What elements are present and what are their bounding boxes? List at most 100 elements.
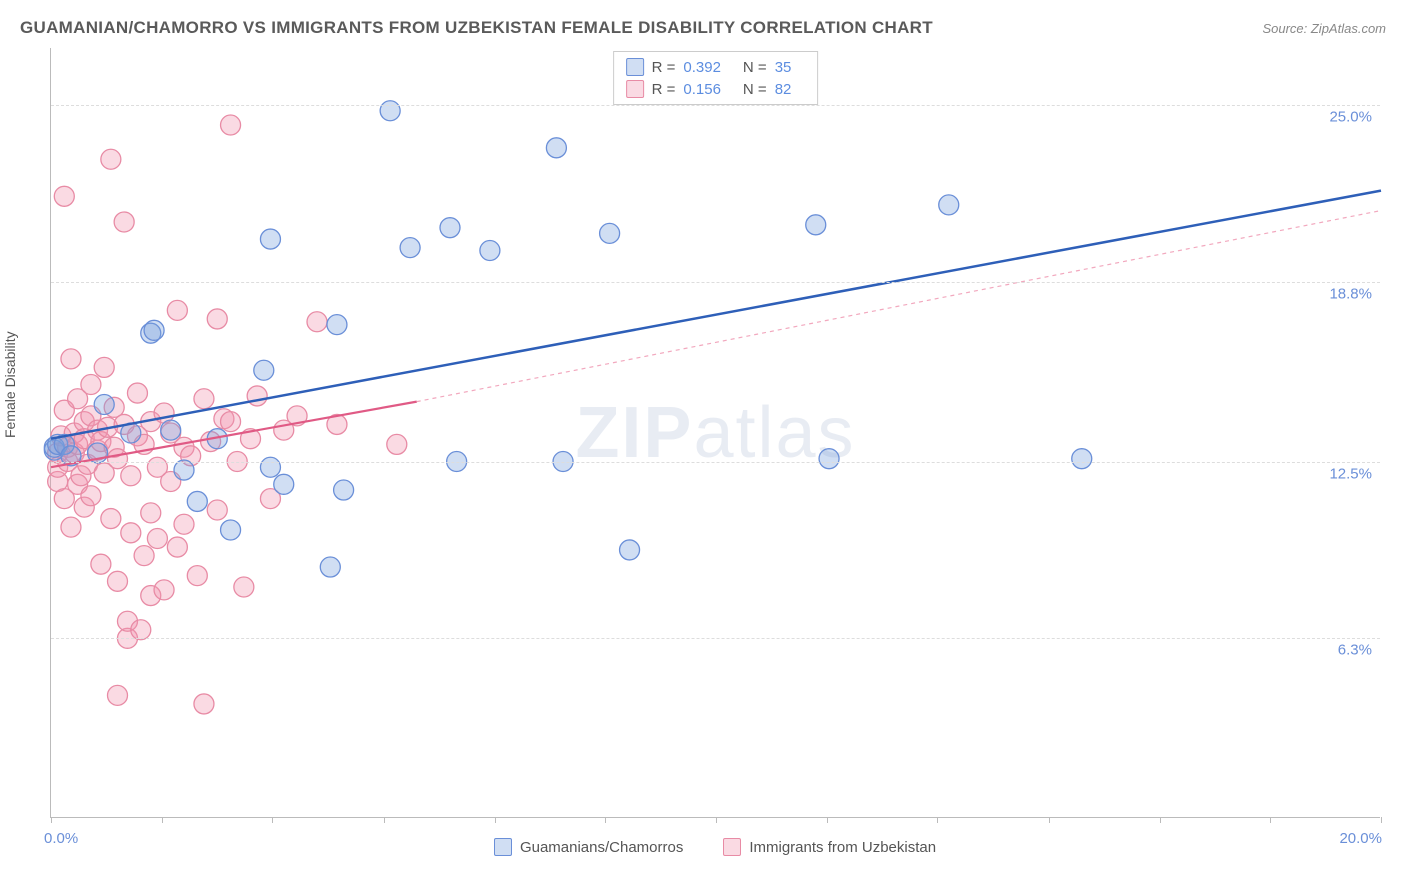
x-tick bbox=[716, 817, 717, 823]
r-label: R = bbox=[652, 59, 676, 76]
data-point bbox=[81, 486, 101, 506]
legend-stats-row-0: R = 0.392 N = 35 bbox=[626, 56, 806, 78]
data-point bbox=[620, 540, 640, 560]
data-point bbox=[167, 537, 187, 557]
data-point bbox=[234, 577, 254, 597]
n-label: N = bbox=[743, 59, 767, 76]
data-point bbox=[61, 349, 81, 369]
data-point bbox=[307, 312, 327, 332]
data-point bbox=[61, 517, 81, 537]
r-label: R = bbox=[652, 81, 676, 98]
trendline bbox=[51, 191, 1381, 439]
swatch-bottom-1 bbox=[723, 838, 741, 856]
data-point bbox=[161, 420, 181, 440]
legend-stats: R = 0.392 N = 35 R = 0.156 N = 82 bbox=[613, 51, 819, 105]
data-point bbox=[600, 223, 620, 243]
data-point bbox=[320, 557, 340, 577]
trendline bbox=[417, 211, 1381, 402]
swatch-bottom-0 bbox=[494, 838, 512, 856]
data-point bbox=[131, 620, 151, 640]
data-point bbox=[480, 240, 500, 260]
legend-bottom: Guamanians/Chamorros Immigrants from Uzb… bbox=[50, 838, 1380, 856]
x-tick bbox=[384, 817, 385, 823]
y-axis-title: Female Disability bbox=[2, 331, 18, 438]
data-point bbox=[194, 694, 214, 714]
x-tick bbox=[605, 817, 606, 823]
data-point bbox=[400, 238, 420, 258]
data-point bbox=[819, 449, 839, 469]
y-tick-label: 6.3% bbox=[1338, 642, 1372, 659]
x-tick bbox=[51, 817, 52, 823]
data-point bbox=[187, 491, 207, 511]
x-tick bbox=[1160, 817, 1161, 823]
r-value-0: 0.392 bbox=[683, 59, 721, 76]
x-tick bbox=[495, 817, 496, 823]
x-tick bbox=[1381, 817, 1382, 823]
legend-item-0: Guamanians/Chamorros bbox=[494, 838, 683, 856]
gridline bbox=[51, 282, 1380, 283]
data-point bbox=[134, 546, 154, 566]
y-tick-label: 12.5% bbox=[1329, 465, 1372, 482]
legend-item-1: Immigrants from Uzbekistan bbox=[723, 838, 936, 856]
data-point bbox=[101, 149, 121, 169]
data-point bbox=[108, 449, 128, 469]
data-point bbox=[939, 195, 959, 215]
data-point bbox=[54, 186, 74, 206]
legend-stats-row-1: R = 0.156 N = 82 bbox=[626, 78, 806, 100]
data-point bbox=[108, 571, 128, 591]
data-point bbox=[440, 218, 460, 238]
data-point bbox=[254, 360, 274, 380]
chart-header: GUAMANIAN/CHAMORRO VS IMMIGRANTS FROM UZ… bbox=[20, 18, 1386, 38]
x-tick bbox=[937, 817, 938, 823]
x-tick bbox=[1270, 817, 1271, 823]
data-point bbox=[260, 229, 280, 249]
data-point bbox=[274, 474, 294, 494]
data-point bbox=[221, 520, 241, 540]
data-point bbox=[167, 300, 187, 320]
data-point bbox=[147, 529, 167, 549]
data-point bbox=[247, 386, 267, 406]
x-tick bbox=[272, 817, 273, 823]
chart-svg bbox=[51, 48, 1380, 817]
data-point bbox=[207, 500, 227, 520]
gridline bbox=[51, 638, 1380, 639]
x-tick bbox=[1049, 817, 1050, 823]
data-point bbox=[101, 509, 121, 529]
data-point bbox=[121, 523, 141, 543]
n-value-1: 82 bbox=[775, 81, 792, 98]
data-point bbox=[174, 514, 194, 534]
data-point bbox=[387, 434, 407, 454]
data-point bbox=[221, 115, 241, 135]
data-point bbox=[91, 554, 111, 574]
data-point bbox=[94, 357, 114, 377]
data-point bbox=[154, 580, 174, 600]
data-point bbox=[194, 389, 214, 409]
swatch-series-0 bbox=[626, 58, 644, 76]
data-point bbox=[260, 457, 280, 477]
data-point bbox=[144, 320, 164, 340]
r-value-1: 0.156 bbox=[683, 81, 721, 98]
data-point bbox=[187, 566, 207, 586]
source-label: Source: ZipAtlas.com bbox=[1262, 21, 1386, 36]
data-point bbox=[108, 685, 128, 705]
data-point bbox=[141, 503, 161, 523]
x-tick bbox=[827, 817, 828, 823]
data-point bbox=[174, 460, 194, 480]
gridline bbox=[51, 105, 1380, 106]
data-point bbox=[207, 309, 227, 329]
y-tick-label: 18.8% bbox=[1329, 285, 1372, 302]
data-point bbox=[806, 215, 826, 235]
data-point bbox=[546, 138, 566, 158]
x-tick bbox=[162, 817, 163, 823]
data-point bbox=[334, 480, 354, 500]
data-point bbox=[327, 315, 347, 335]
n-label: N = bbox=[743, 81, 767, 98]
data-point bbox=[127, 383, 147, 403]
chart-title: GUAMANIAN/CHAMORRO VS IMMIGRANTS FROM UZ… bbox=[20, 18, 933, 38]
data-point bbox=[81, 375, 101, 395]
legend-label-1: Immigrants from Uzbekistan bbox=[749, 839, 936, 856]
legend-label-0: Guamanians/Chamorros bbox=[520, 839, 683, 856]
data-point bbox=[380, 101, 400, 121]
data-point bbox=[114, 212, 134, 232]
plot-area: ZIPatlas R = 0.392 N = 35 R = 0.156 N = … bbox=[50, 48, 1380, 818]
